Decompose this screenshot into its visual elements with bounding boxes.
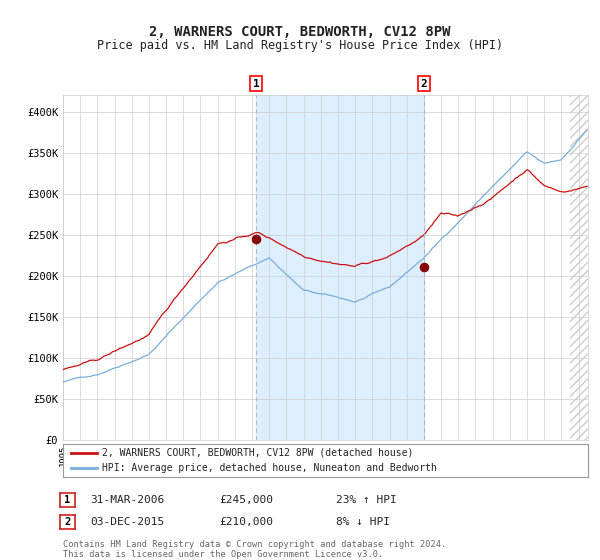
Text: £245,000: £245,000 <box>219 495 273 505</box>
Point <box>419 263 428 272</box>
Text: HPI: Average price, detached house, Nuneaton and Bedworth: HPI: Average price, detached house, Nune… <box>103 463 437 473</box>
Bar <box>570 95 589 440</box>
Bar <box>256 95 424 440</box>
Text: 03-DEC-2015: 03-DEC-2015 <box>90 517 164 527</box>
Text: 8% ↓ HPI: 8% ↓ HPI <box>336 517 390 527</box>
Text: 2: 2 <box>64 517 71 527</box>
Text: 1: 1 <box>64 495 71 505</box>
Text: 2: 2 <box>421 78 427 88</box>
Point <box>251 234 261 243</box>
Text: 2, WARNERS COURT, BEDWORTH, CV12 8PW (detached house): 2, WARNERS COURT, BEDWORTH, CV12 8PW (de… <box>103 447 414 458</box>
Text: Contains HM Land Registry data © Crown copyright and database right 2024.
This d: Contains HM Land Registry data © Crown c… <box>63 540 446 559</box>
Text: £210,000: £210,000 <box>219 517 273 527</box>
Text: 23% ↑ HPI: 23% ↑ HPI <box>336 495 397 505</box>
Text: 2, WARNERS COURT, BEDWORTH, CV12 8PW: 2, WARNERS COURT, BEDWORTH, CV12 8PW <box>149 25 451 39</box>
Text: 31-MAR-2006: 31-MAR-2006 <box>90 495 164 505</box>
Text: Price paid vs. HM Land Registry's House Price Index (HPI): Price paid vs. HM Land Registry's House … <box>97 39 503 52</box>
Text: 1: 1 <box>253 78 260 88</box>
Bar <box>570 95 589 440</box>
